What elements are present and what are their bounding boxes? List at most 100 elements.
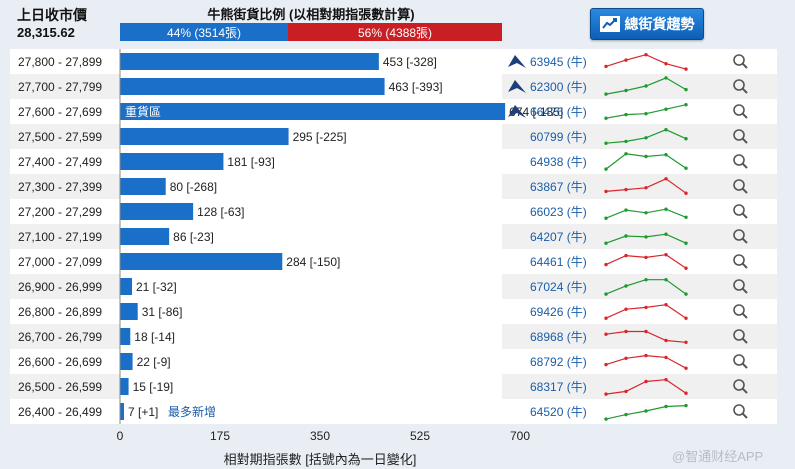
sparkline-point [664, 278, 668, 282]
sparkline-point [684, 103, 688, 107]
sparkline-point [624, 389, 628, 394]
search-icon[interactable] [733, 229, 745, 241]
search-icon[interactable] [733, 254, 745, 266]
total-trend-button[interactable]: 總街貨趨勢 [590, 8, 704, 40]
warrant-code-link[interactable]: 64520 (牛) [530, 404, 587, 419]
search-icon-handle [741, 362, 748, 369]
warrant-code-link[interactable]: 68968 (牛) [530, 329, 587, 344]
search-icon[interactable] [733, 304, 745, 316]
warrant-code-link[interactable]: 63867 (牛) [530, 179, 587, 194]
range-cell [10, 174, 120, 199]
sparkline-point [604, 241, 608, 245]
sparkline-point [644, 186, 648, 190]
warrant-code-link[interactable]: 64938 (牛) [530, 154, 587, 169]
issuer-logo-icon [508, 55, 526, 68]
prev-close-label: 上日收市價 [17, 7, 87, 23]
warrant-code-link[interactable]: 62300 (牛) [530, 79, 587, 94]
strike-range-label: 27,000 - 27,099 [18, 255, 102, 269]
sparkline-point [684, 215, 688, 219]
bar[interactable] [120, 253, 283, 270]
search-icon[interactable] [733, 204, 745, 216]
warrant-code-link[interactable]: 66023 (牛) [530, 204, 587, 219]
bar[interactable] [120, 378, 129, 395]
bar[interactable] [120, 353, 133, 370]
search-icon[interactable] [733, 279, 745, 291]
bar-value-label: 18 [-14] [134, 330, 175, 344]
range-cell [10, 49, 120, 74]
search-icon-handle [741, 387, 748, 394]
bar[interactable] [120, 278, 132, 295]
sparkline-point [624, 284, 628, 288]
sparkline-point [604, 216, 608, 220]
sparkline-point [644, 136, 648, 140]
warrant-code-link[interactable]: 66476 (牛) [530, 104, 587, 119]
issuer-logo-icon [508, 80, 526, 93]
bar[interactable] [120, 103, 506, 120]
search-icon[interactable] [733, 329, 745, 341]
bar-value-label: 22 [-9] [137, 355, 171, 369]
strike-range-label: 26,500 - 26,599 [18, 380, 102, 394]
sparkline-point [624, 139, 628, 144]
bar[interactable] [120, 178, 166, 195]
warrant-cell [502, 299, 777, 324]
bull-ratio-segment: 44% (3514張) [120, 23, 289, 41]
warrant-code-link[interactable]: 60799 (牛) [530, 129, 587, 144]
sparkline-point [644, 329, 648, 334]
warrant-cell [502, 274, 777, 299]
sparkline-point [624, 412, 628, 417]
sparkline-point [644, 84, 648, 88]
search-icon[interactable] [733, 179, 745, 191]
sparkline-point [604, 417, 608, 421]
bar[interactable] [120, 203, 194, 220]
x-tick-label: 350 [310, 429, 330, 443]
warrant-cell [502, 49, 777, 74]
search-icon[interactable] [733, 79, 745, 91]
bar[interactable] [120, 128, 289, 145]
warrant-cell [502, 249, 777, 274]
search-icon[interactable] [733, 404, 745, 416]
search-icon[interactable] [733, 354, 745, 366]
bar-value-label: 15 [-19] [133, 380, 174, 394]
warrant-code-link[interactable]: 63945 (牛) [530, 54, 587, 69]
sparkline-point [604, 92, 608, 96]
sparkline-point [664, 76, 668, 80]
bar-value-label: 21 [-32] [136, 280, 177, 294]
range-cell [10, 74, 120, 99]
search-icon-handle [741, 262, 748, 269]
sparkline-point [644, 154, 648, 159]
bar[interactable] [120, 303, 138, 320]
bar[interactable] [120, 403, 124, 420]
search-icon[interactable] [733, 104, 745, 116]
range-cell [10, 349, 120, 374]
bar[interactable] [120, 228, 170, 245]
ratio-title: 牛熊街貨比例 (以相對期指張數計算) [207, 7, 415, 22]
search-icon[interactable] [733, 154, 745, 166]
warrant-code-link[interactable]: 68317 (牛) [530, 379, 587, 394]
warrant-cell [502, 374, 777, 399]
sparkline-point [664, 207, 668, 211]
sparkline-point [604, 141, 608, 145]
warrant-code-link[interactable]: 68792 (牛) [530, 354, 587, 369]
bar[interactable] [120, 153, 224, 170]
warrant-code-link[interactable]: 64207 (牛) [530, 229, 587, 244]
sparkline-point [604, 392, 608, 396]
search-icon[interactable] [733, 129, 745, 141]
sparkline-point [604, 189, 608, 194]
warrant-code-link[interactable]: 69426 (牛) [530, 304, 587, 319]
range-cell [10, 374, 120, 399]
range-cell [10, 399, 120, 424]
bar[interactable] [120, 78, 385, 95]
warrant-code-link[interactable]: 64461 (牛) [530, 254, 587, 269]
sparkline-point [644, 305, 648, 310]
x-tick-label: 0 [117, 429, 124, 443]
sparkline-point [664, 355, 668, 360]
bar[interactable] [120, 53, 379, 70]
search-icon[interactable] [733, 379, 745, 391]
range-cell [10, 224, 120, 249]
search-icon[interactable] [733, 54, 745, 66]
warrant-code-link[interactable]: 67024 (牛) [530, 279, 587, 294]
x-tick-label: 525 [410, 429, 430, 443]
bar[interactable] [120, 328, 131, 345]
strike-range-label: 27,500 - 27,599 [18, 130, 102, 144]
